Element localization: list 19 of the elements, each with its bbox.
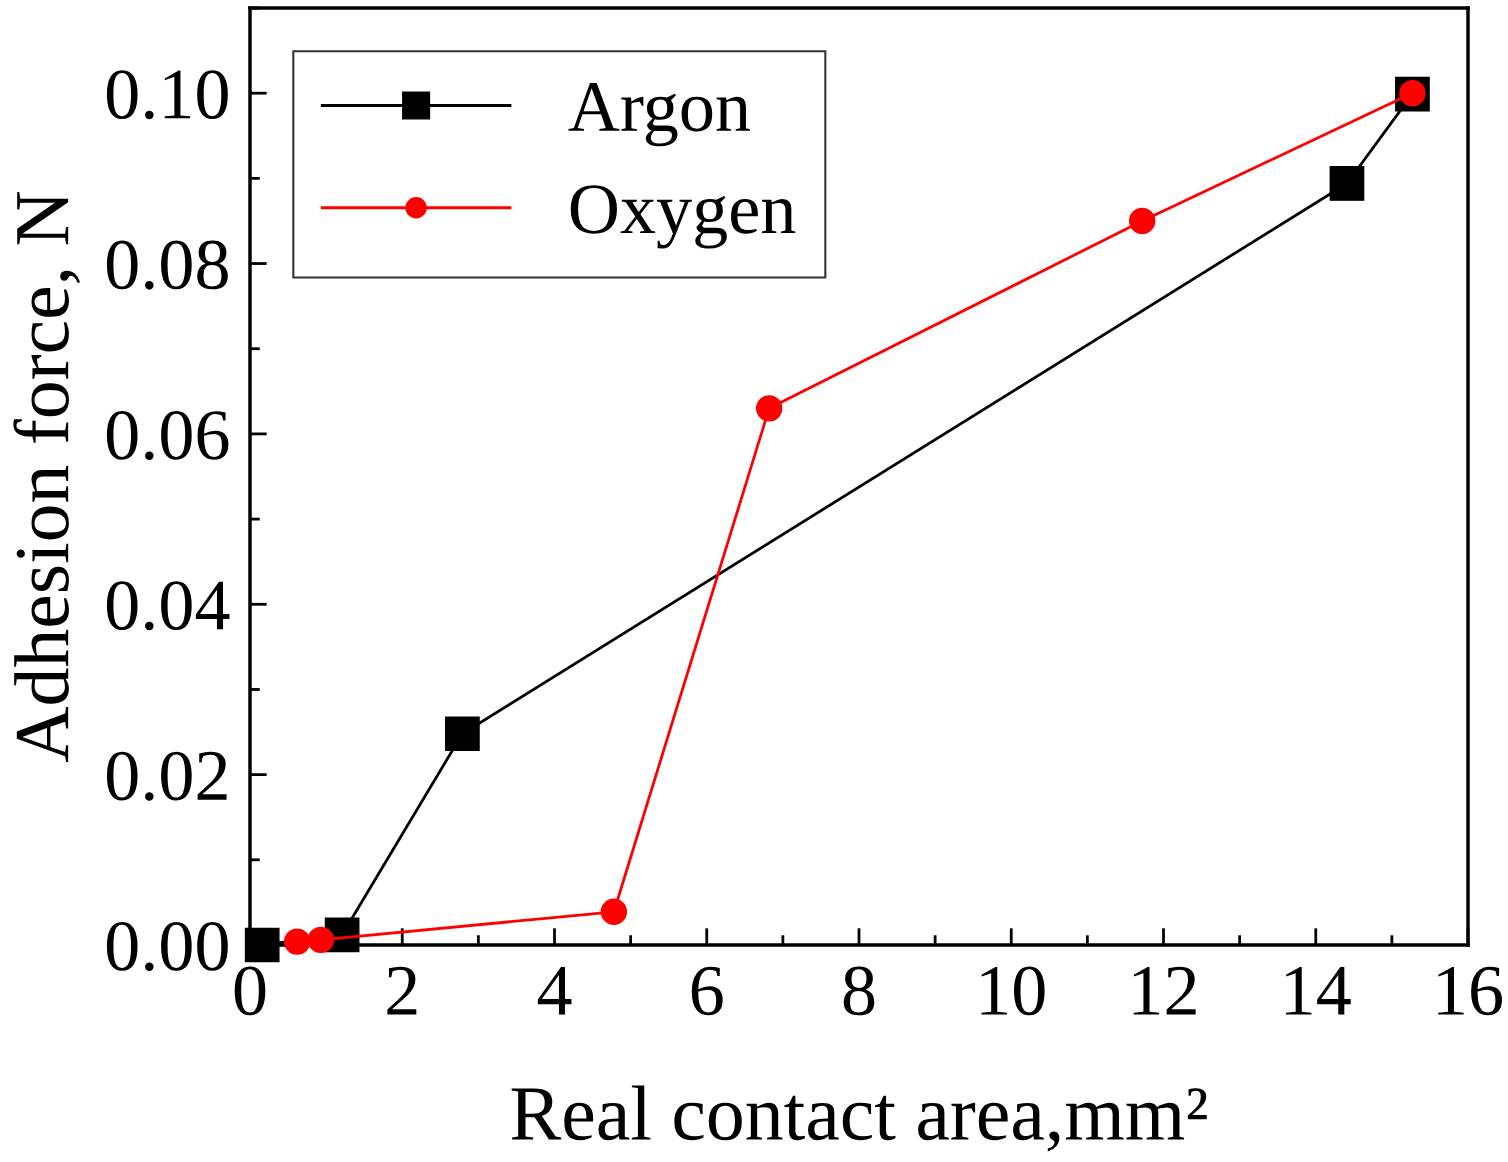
x-tick-label: 6 bbox=[691, 966, 723, 1016]
y-tick-label: 0.06 bbox=[106, 410, 229, 460]
x-tick-label: 10 bbox=[981, 966, 1045, 1016]
y-tick-label: 0.00 bbox=[106, 922, 228, 972]
y-tick-label: 0.02 bbox=[106, 751, 227, 801]
x-tick-label: 8 bbox=[843, 966, 875, 1016]
legend-label: Argon bbox=[568, 83, 750, 147]
y-tick-label: 0.10 bbox=[106, 70, 228, 120]
y-axis-title: Adhesion force, N bbox=[13, 192, 81, 762]
y-tick-label: 0.04 bbox=[106, 581, 230, 631]
x-tick-label: 14 bbox=[1285, 966, 1351, 1015]
x-tick-label: 4 bbox=[537, 967, 572, 1015]
x-tick-label: 2 bbox=[387, 966, 417, 1015]
x-tick-label: 16 bbox=[1438, 966, 1502, 1016]
x-axis-title: Real contact area,mm² bbox=[511, 1085, 1207, 1152]
y-tick-label: 0.08 bbox=[106, 240, 228, 290]
legend-label: Oxygen bbox=[570, 185, 796, 249]
x-tick-label: 0 bbox=[234, 966, 266, 1016]
x-tick-label: 12 bbox=[1133, 966, 1196, 1015]
